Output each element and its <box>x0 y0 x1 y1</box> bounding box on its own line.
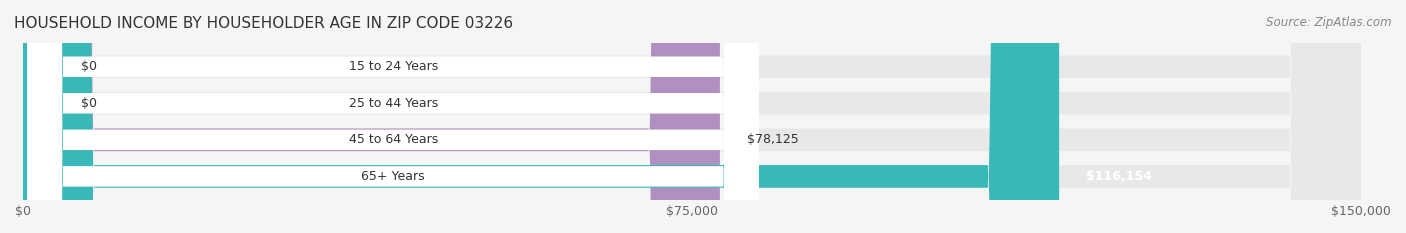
FancyBboxPatch shape <box>22 0 55 233</box>
FancyBboxPatch shape <box>22 0 1361 233</box>
Text: $116,154: $116,154 <box>1085 170 1152 183</box>
Text: Source: ZipAtlas.com: Source: ZipAtlas.com <box>1267 16 1392 29</box>
FancyBboxPatch shape <box>28 0 759 233</box>
Text: 25 to 44 Years: 25 to 44 Years <box>349 97 437 110</box>
Text: $78,125: $78,125 <box>747 133 799 146</box>
FancyBboxPatch shape <box>28 0 759 233</box>
FancyBboxPatch shape <box>22 0 720 233</box>
FancyBboxPatch shape <box>22 0 1361 233</box>
FancyBboxPatch shape <box>28 0 759 233</box>
Text: 15 to 24 Years: 15 to 24 Years <box>349 60 437 73</box>
Text: 45 to 64 Years: 45 to 64 Years <box>349 133 437 146</box>
FancyBboxPatch shape <box>28 0 759 233</box>
FancyBboxPatch shape <box>22 0 1361 233</box>
FancyBboxPatch shape <box>22 0 1361 233</box>
FancyBboxPatch shape <box>22 0 55 233</box>
FancyBboxPatch shape <box>22 0 1059 233</box>
Text: $0: $0 <box>82 60 97 73</box>
Text: $0: $0 <box>82 97 97 110</box>
Text: 65+ Years: 65+ Years <box>361 170 425 183</box>
Text: HOUSEHOLD INCOME BY HOUSEHOLDER AGE IN ZIP CODE 03226: HOUSEHOLD INCOME BY HOUSEHOLDER AGE IN Z… <box>14 16 513 31</box>
